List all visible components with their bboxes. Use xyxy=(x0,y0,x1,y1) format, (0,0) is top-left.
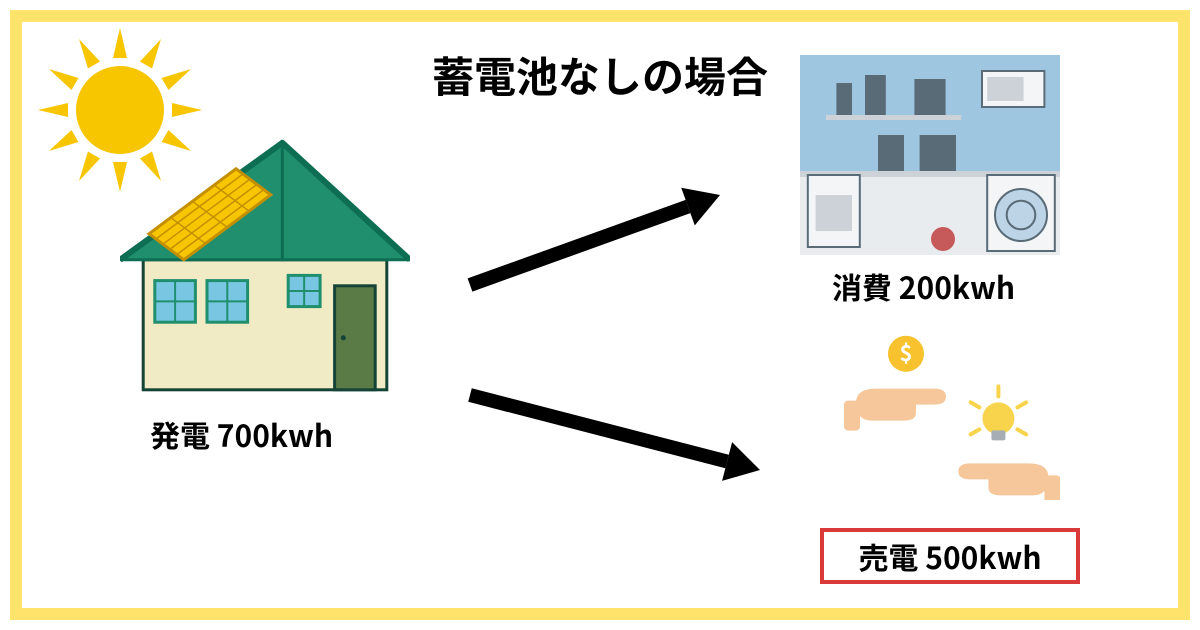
appliances-icon xyxy=(800,55,1060,255)
sell-power-label: 売電 500kwh xyxy=(858,534,1041,578)
money-exchange-icon: $ xyxy=(840,330,1060,500)
svg-text:$: $ xyxy=(900,336,913,368)
consumption-label: 消費 200kwh xyxy=(832,264,1015,308)
infographic-canvas: 蓄電池なしの場合 発電 700kwh 消費 200kwh $ 売電 500kwh xyxy=(0,0,1200,630)
sell-power-box: 売電 500kwh xyxy=(820,528,1080,584)
